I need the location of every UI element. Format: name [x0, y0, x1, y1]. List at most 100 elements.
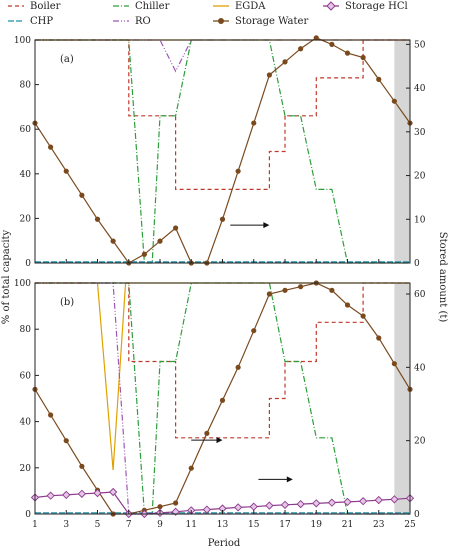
x-tick-label: 17: [279, 520, 291, 530]
data-point: [173, 225, 179, 231]
legend-label: Chiller: [135, 1, 170, 12]
data-point: [48, 144, 54, 150]
series-boiler: [35, 282, 410, 439]
series-line-storage-water: [34, 37, 411, 264]
data-point: [204, 430, 210, 436]
legend-item-storage-water: Storage Water: [213, 16, 308, 27]
x-tick-label: 3: [63, 520, 69, 530]
x-tick-label: 9: [157, 520, 163, 530]
y-tick-label-left: 40: [20, 170, 32, 180]
data-point: [358, 497, 368, 506]
x-tick-label: 7: [126, 520, 132, 530]
data-point: [344, 50, 351, 56]
data-point: [312, 499, 321, 508]
data-point: [360, 313, 366, 319]
x-tick-label: 11: [186, 520, 197, 530]
series-line-egda: [35, 282, 410, 471]
series-line-boiler: [35, 39, 410, 190]
data-point: [219, 397, 226, 403]
data-point: [390, 495, 399, 504]
legend-label: CHP: [30, 16, 53, 27]
data-point: [313, 35, 319, 41]
x-tick-label: 15: [248, 520, 260, 530]
series-storage-water: [32, 280, 413, 517]
legend: Boiler Chiller EGDA Storage HCl CHP RO Storage…: [8, 1, 408, 27]
data-point: [282, 59, 288, 65]
legend-label: RO: [135, 16, 151, 27]
series-line-chiller: [35, 39, 410, 264]
legend-item-ro: RO: [113, 16, 151, 27]
legend-item-storage-hcl: Storage HCl: [323, 1, 408, 12]
data-point: [296, 499, 305, 509]
plot-frame: [34, 39, 411, 264]
legend-item-boiler: Boiler: [8, 1, 61, 12]
y-tick-label-left: 80: [20, 325, 32, 335]
legend-label: EGDA: [235, 1, 266, 12]
y-tick-label-right: 20: [414, 172, 426, 182]
data-point: [282, 287, 288, 293]
series-storage-water: [32, 35, 413, 266]
data-point: [391, 98, 397, 104]
y-tick-label-left: 100: [14, 279, 31, 289]
y-tick-label-right: 0: [414, 259, 420, 269]
data-point: [235, 168, 241, 174]
data-point: [266, 72, 272, 78]
y-tick-label-right: 20: [414, 437, 426, 447]
x-tick-label: 19: [311, 520, 323, 530]
y-tick-label-right: 40: [414, 84, 426, 94]
data-point: [327, 498, 337, 507]
data-point: [266, 291, 272, 297]
data-point: [63, 438, 69, 444]
data-point: [79, 463, 85, 469]
series-ro: [35, 39, 410, 73]
data-point: [374, 495, 383, 505]
series-line-boiler: [35, 282, 410, 439]
data-point: [376, 335, 382, 341]
y-tick-label-left: 0: [25, 510, 31, 520]
y-tick-label-left: 100: [14, 36, 31, 46]
data-point: [344, 302, 351, 308]
data-point: [219, 216, 226, 222]
data-point: [173, 500, 179, 506]
axis-labels: % of total capacity Stored amount (t) Pe…: [1, 229, 448, 549]
data-point: [79, 192, 85, 198]
data-point: [265, 501, 274, 510]
x-tick-label: 1: [32, 520, 38, 530]
data-point: [63, 168, 69, 174]
y-tick-label-right: 30: [414, 128, 426, 138]
data-point: [329, 41, 335, 47]
data-point: [188, 465, 194, 471]
arrow-head: [216, 437, 223, 444]
x-axis-label: Period: [208, 538, 241, 549]
legend-label: Boiler: [30, 1, 61, 12]
data-point: [235, 364, 241, 370]
annotation-arrow: [258, 476, 293, 483]
data-point: [93, 488, 102, 498]
y-tick-label-left: 80: [20, 81, 32, 91]
data-point: [94, 216, 101, 222]
data-point: [46, 491, 55, 500]
data-point: [360, 54, 366, 61]
y-tick-label-left: 60: [20, 125, 32, 135]
y-tick-label-right: 50: [414, 40, 426, 50]
shaded-region: [394, 283, 410, 514]
x-tick-label: 25: [404, 520, 416, 530]
series-chiller: [35, 39, 410, 264]
data-point: [233, 503, 243, 512]
legend-marker: [326, 1, 336, 11]
y-tick-label-left: 40: [20, 418, 32, 428]
annotation-arrow: [230, 222, 270, 229]
arrow-head: [263, 222, 270, 229]
shaded-region: [394, 40, 410, 263]
annotation-arrow: [191, 437, 223, 444]
data-point: [157, 504, 163, 510]
x-tick-label: 21: [342, 520, 353, 530]
data-point: [391, 361, 397, 367]
data-point: [108, 487, 118, 497]
data-point: [251, 328, 257, 334]
arrow-head: [286, 476, 293, 483]
legend-item-chiller: Chiller: [113, 1, 170, 12]
series-egda: [35, 282, 410, 471]
